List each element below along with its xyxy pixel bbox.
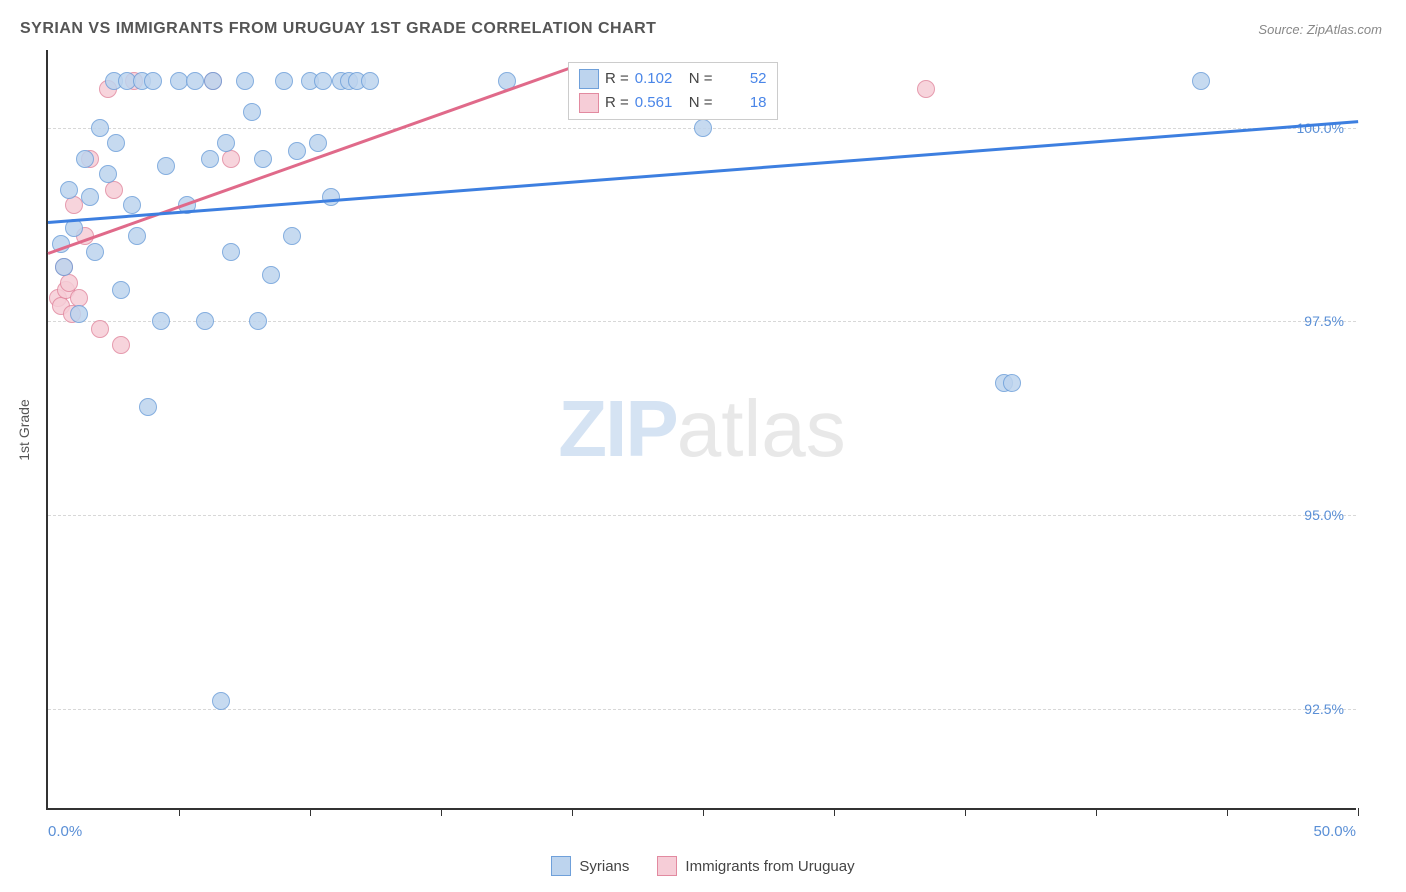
x-tick	[703, 808, 704, 816]
swatch-uruguay	[579, 93, 599, 113]
source-label: Source:	[1258, 22, 1303, 37]
legend-swatch-uruguay	[657, 856, 677, 876]
legend-label-uruguay: Immigrants from Uruguay	[685, 858, 854, 875]
x-tick	[310, 808, 311, 816]
legend-item-syrians: Syrians	[551, 856, 629, 876]
point-uruguay	[105, 181, 123, 199]
point-syrians	[322, 188, 340, 206]
y-tick-label: 95.0%	[1304, 507, 1344, 523]
point-syrians	[196, 312, 214, 330]
point-syrians	[361, 72, 379, 90]
source-value: ZipAtlas.com	[1307, 22, 1382, 37]
legend-swatch-syrians	[551, 856, 571, 876]
point-syrians	[70, 305, 88, 323]
chart-container: SYRIAN VS IMMIGRANTS FROM URUGUAY 1ST GR…	[0, 0, 1406, 892]
point-syrians	[243, 103, 261, 121]
point-syrians	[99, 165, 117, 183]
n-value-syrians: 52	[719, 67, 767, 91]
n-value-uruguay: 18	[719, 91, 767, 115]
gridline-h	[48, 321, 1356, 322]
stats-box: R = 0.102 N = 52 R = 0.561 N = 18	[568, 62, 778, 120]
point-syrians	[204, 72, 222, 90]
n-label: N =	[689, 67, 713, 91]
stats-row-syrians: R = 0.102 N = 52	[579, 67, 767, 91]
point-syrians	[694, 119, 712, 137]
point-syrians	[314, 72, 332, 90]
y-axis-title: 1st Grade	[16, 399, 32, 460]
point-syrians	[262, 266, 280, 284]
y-tick-label: 97.5%	[1304, 313, 1344, 329]
point-syrians	[217, 134, 235, 152]
point-syrians	[107, 134, 125, 152]
point-syrians	[112, 281, 130, 299]
y-tick-label: 92.5%	[1304, 701, 1344, 717]
x-tick	[441, 808, 442, 816]
point-syrians	[91, 119, 109, 137]
point-syrians	[275, 72, 293, 90]
point-syrians	[144, 72, 162, 90]
gridline-h	[48, 515, 1356, 516]
point-syrians	[123, 196, 141, 214]
plot-area: ZIPatlas 92.5%95.0%97.5%100.0%0.0%50.0% …	[46, 50, 1356, 810]
point-syrians	[152, 312, 170, 330]
gridline-h	[48, 709, 1356, 710]
x-tick	[572, 808, 573, 816]
r-value-uruguay: 0.561	[635, 91, 683, 115]
x-label-right: 50.0%	[1313, 823, 1356, 840]
point-syrians	[157, 157, 175, 175]
watermark: ZIPatlas	[558, 383, 845, 475]
x-tick	[965, 808, 966, 816]
point-syrians	[288, 142, 306, 160]
x-tick	[834, 808, 835, 816]
point-syrians	[128, 227, 146, 245]
point-syrians	[201, 150, 219, 168]
swatch-syrians	[579, 69, 599, 89]
point-uruguay	[112, 336, 130, 354]
legend-item-uruguay: Immigrants from Uruguay	[657, 856, 854, 876]
point-syrians	[1192, 72, 1210, 90]
n-label-2: N =	[689, 91, 713, 115]
legend-label-syrians: Syrians	[579, 858, 629, 875]
r-label: R =	[605, 67, 629, 91]
point-syrians	[76, 150, 94, 168]
trendline-uruguay	[48, 66, 573, 254]
point-syrians	[65, 219, 83, 237]
point-uruguay	[222, 150, 240, 168]
chart-title: SYRIAN VS IMMIGRANTS FROM URUGUAY 1ST GR…	[20, 20, 656, 38]
watermark-atlas: atlas	[677, 384, 846, 473]
point-uruguay	[917, 80, 935, 98]
point-syrians	[309, 134, 327, 152]
point-syrians	[222, 243, 240, 261]
point-syrians	[236, 72, 254, 90]
point-syrians	[186, 72, 204, 90]
r-value-syrians: 0.102	[635, 67, 683, 91]
point-syrians	[212, 692, 230, 710]
r-label-2: R =	[605, 91, 629, 115]
x-tick	[179, 808, 180, 816]
point-uruguay	[91, 320, 109, 338]
x-tick	[1096, 808, 1097, 816]
stats-row-uruguay: R = 0.561 N = 18	[579, 91, 767, 115]
x-tick	[1358, 808, 1359, 816]
x-label-left: 0.0%	[48, 823, 82, 840]
watermark-zip: ZIP	[558, 384, 676, 473]
point-syrians	[60, 181, 78, 199]
point-syrians	[139, 398, 157, 416]
x-tick	[1227, 808, 1228, 816]
point-syrians	[249, 312, 267, 330]
point-syrians	[283, 227, 301, 245]
point-syrians	[86, 243, 104, 261]
point-syrians	[254, 150, 272, 168]
point-syrians	[81, 188, 99, 206]
legend: Syrians Immigrants from Uruguay	[0, 856, 1406, 876]
source-attribution: Source: ZipAtlas.com	[1258, 22, 1382, 37]
point-syrians	[1003, 374, 1021, 392]
point-syrians	[55, 258, 73, 276]
